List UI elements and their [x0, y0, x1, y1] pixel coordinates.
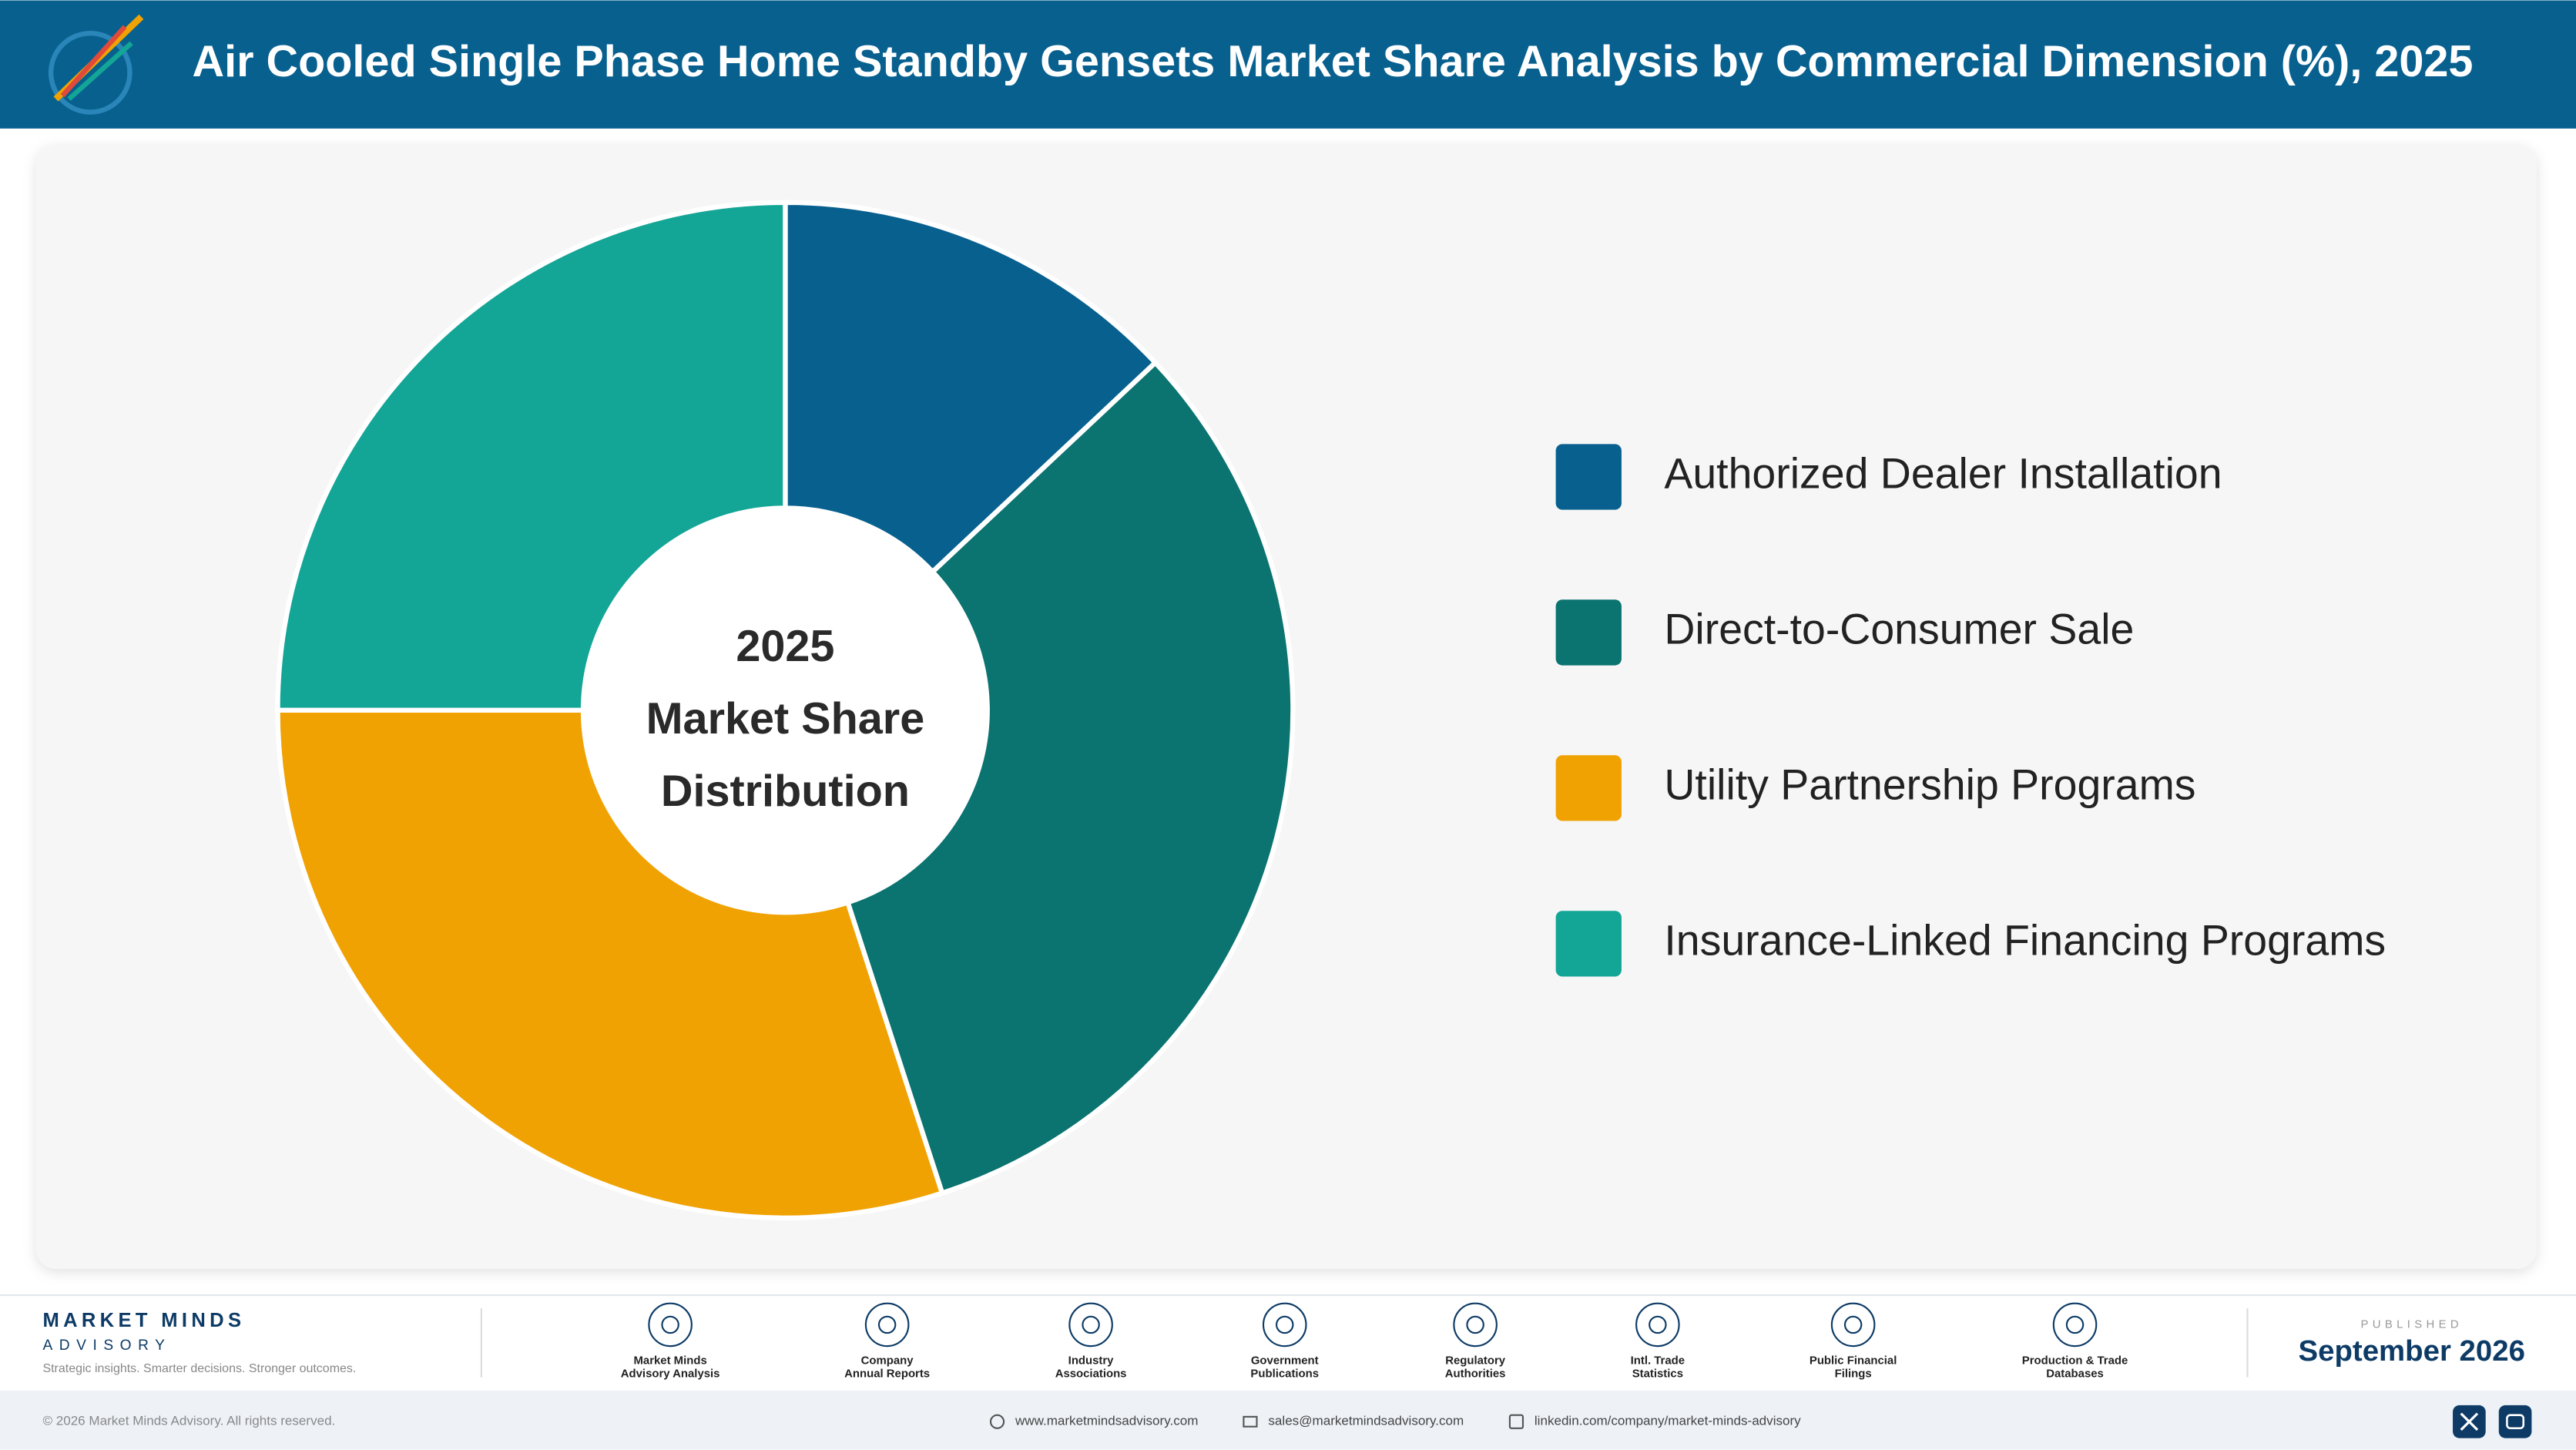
- youtube-button[interactable]: [2498, 1405, 2532, 1438]
- page-title: Air Cooled Single Phase Home Standby Gen…: [193, 37, 2474, 86]
- source-label: Associations: [1055, 1367, 1127, 1380]
- legend-label: Insurance-Linked Financing Programs: [1664, 916, 2386, 964]
- source-icon: [1635, 1302, 1680, 1348]
- source-label: Industry: [1068, 1354, 1115, 1367]
- source-label: Databases: [2046, 1367, 2104, 1380]
- source-label: Filings: [1835, 1367, 1872, 1380]
- source-label: Regulatory: [1445, 1354, 1506, 1367]
- source-label: Government: [1251, 1354, 1319, 1367]
- tagline: Strategic insights. Smarter decisions. S…: [42, 1362, 356, 1375]
- center-label: Market Share: [646, 694, 925, 743]
- source-label: Market Minds: [633, 1354, 706, 1367]
- source-label: Production & Trade: [2022, 1354, 2128, 1367]
- source-icon: [1830, 1302, 1876, 1348]
- web-icon: [989, 1414, 1005, 1429]
- bottom-bar: [0, 1390, 2576, 1450]
- header-bar: [0, 0, 2576, 129]
- copyright: © 2026 Market Minds Advisory. All rights…: [42, 1414, 335, 1428]
- website[interactable]: www.marketmindsadvisory.com: [1015, 1414, 1198, 1428]
- center-label: 2025: [736, 622, 834, 671]
- source-glyph: [1276, 1315, 1294, 1334]
- linkedin-icon: [1508, 1414, 1524, 1429]
- source-label: Advisory Analysis: [621, 1367, 720, 1380]
- source-icon: [648, 1302, 693, 1348]
- source-icon: [1453, 1302, 1498, 1348]
- logo: [48, 14, 144, 115]
- source-icon: [1068, 1302, 1113, 1348]
- source-label: Annual Reports: [844, 1367, 930, 1380]
- source-icon: [1262, 1302, 1307, 1348]
- published-date: September 2026: [2299, 1334, 2525, 1368]
- source-glyph: [1843, 1315, 1863, 1334]
- source-label: Authorities: [1445, 1367, 1506, 1380]
- legend-label: Authorized Dealer Installation: [1664, 450, 2222, 498]
- legend-label: Direct-to-Consumer Sale: [1664, 606, 2134, 653]
- source-label: Statistics: [1632, 1367, 1683, 1380]
- source-glyph: [661, 1315, 679, 1334]
- email[interactable]: sales@marketmindsadvisory.com: [1268, 1414, 1464, 1428]
- x-icon: [2460, 1412, 2479, 1432]
- center-label: Distribution: [661, 767, 910, 816]
- source-label: Publications: [1250, 1367, 1319, 1380]
- legend-swatch: [1555, 444, 1622, 510]
- source-label: Public Financial: [1810, 1354, 1897, 1367]
- source-glyph: [2065, 1315, 2085, 1334]
- legend-swatch: [1555, 911, 1622, 977]
- chart: 2025 Market Share Distribution Authorized D…: [275, 200, 2386, 1220]
- source-icon: [2052, 1302, 2098, 1348]
- source-glyph: [877, 1315, 897, 1334]
- source-label: Company: [861, 1354, 914, 1367]
- source-icon: [864, 1302, 910, 1348]
- mail-icon: [1243, 1415, 1258, 1428]
- legend-swatch: [1555, 755, 1622, 821]
- source-glyph: [1466, 1315, 1484, 1334]
- legend-swatch: [1555, 599, 1622, 666]
- donut-hole: [583, 508, 988, 913]
- brand-sub: ADVISORY: [42, 1338, 171, 1354]
- legend-label: Utility Partnership Programs: [1664, 761, 2195, 809]
- source-glyph: [1082, 1315, 1100, 1334]
- source-glyph: [1649, 1315, 1667, 1334]
- source-label: Intl. Trade: [1631, 1354, 1685, 1367]
- youtube-icon: [2506, 1414, 2525, 1430]
- published-label: PUBLISHED: [2360, 1317, 2462, 1331]
- brand: MARKET MINDS: [42, 1310, 245, 1331]
- linkedin[interactable]: linkedin.com/company/market-minds-adviso…: [1535, 1414, 1801, 1428]
